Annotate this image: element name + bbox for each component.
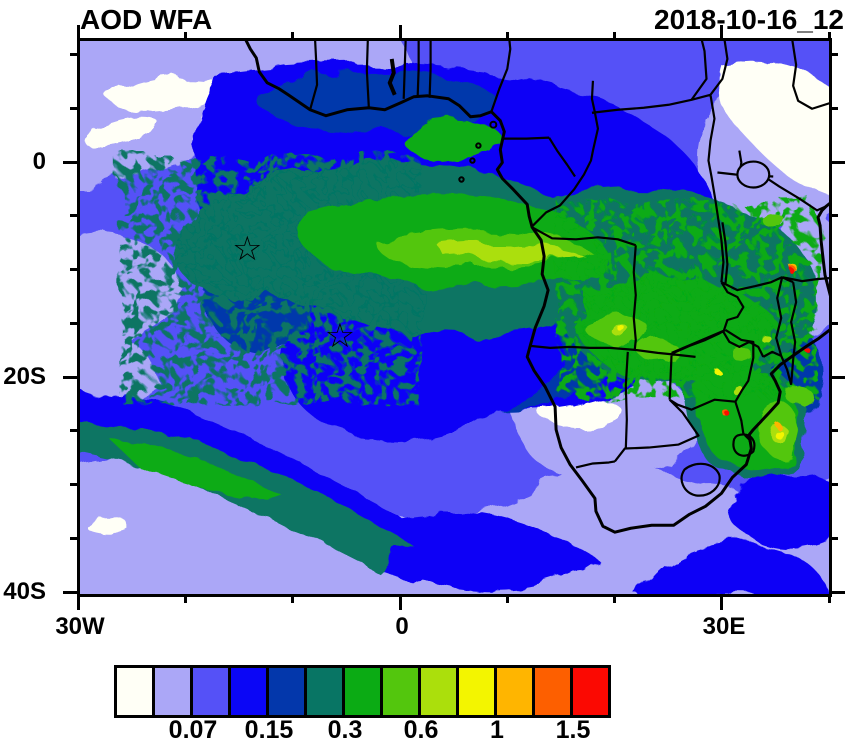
- lakes-and-islands: [387, 58, 771, 189]
- tick-mark: [830, 375, 845, 379]
- tick-mark: [830, 429, 838, 433]
- x-axis-label: 30W: [55, 613, 105, 640]
- plot-timestamp: 2018-10-16_12: [654, 4, 844, 35]
- tick-mark: [63, 375, 78, 379]
- star-marker: ☆: [232, 230, 262, 268]
- tick-mark: [70, 268, 78, 271]
- colorbar-cell: [269, 668, 307, 715]
- map-plot-area: ☆ ☆: [77, 38, 832, 597]
- colorbar-tick-label: 0.15: [244, 716, 294, 744]
- tick-mark: [76, 25, 80, 40]
- tick-mark: [183, 32, 187, 40]
- colorbar-tick-label: 0.07: [168, 716, 218, 744]
- colorbar-cell: [459, 668, 497, 715]
- tick-mark: [70, 429, 78, 433]
- colorbar-cell: [231, 668, 269, 715]
- colorbar-cell: [117, 668, 155, 715]
- tick-mark: [70, 214, 78, 218]
- tick-mark: [183, 595, 187, 603]
- colorbar-cell: [307, 668, 345, 715]
- tick-mark: [830, 268, 838, 271]
- y-axis-label: 20S: [3, 363, 46, 390]
- country-borders: [309, 41, 829, 497]
- tick-mark: [63, 590, 78, 594]
- tick-mark: [830, 590, 845, 594]
- tick-mark: [830, 321, 838, 325]
- tick-mark: [70, 321, 78, 325]
- colorbar-cell: [345, 668, 383, 715]
- tick-mark: [76, 595, 80, 610]
- colorbar-tick-label: 0.6: [403, 716, 439, 744]
- colorbar-cell: [573, 668, 608, 715]
- tick-mark: [505, 595, 509, 603]
- tick-mark: [830, 160, 845, 164]
- colorbar-tick-label: 1.5: [555, 716, 591, 744]
- tick-mark: [830, 106, 838, 110]
- star-marker: ☆: [325, 317, 355, 355]
- y-axis-label: 40S: [3, 578, 46, 605]
- tick-mark: [830, 214, 838, 218]
- tick-mark: [505, 32, 509, 40]
- tick-mark: [70, 106, 78, 110]
- tick-mark: [291, 32, 295, 40]
- aod-contour-field: ☆☆: [80, 41, 829, 594]
- x-axis-label: 30E: [702, 613, 746, 640]
- tick-mark: [613, 595, 617, 603]
- x-axis-label: 0: [395, 613, 409, 640]
- colorbar-cell: [421, 668, 459, 715]
- station-markers: ☆☆: [232, 230, 355, 355]
- aod-colorbar: [114, 665, 611, 718]
- tick-mark: [827, 32, 831, 40]
- tick-mark: [830, 483, 838, 486]
- tick-mark: [720, 25, 724, 40]
- tick-mark: [827, 595, 831, 603]
- colorbar-cell: [193, 668, 231, 715]
- tick-mark: [63, 160, 78, 164]
- tick-mark: [830, 53, 838, 56]
- colorbar-cell: [535, 668, 573, 715]
- tick-mark: [398, 25, 402, 40]
- tick-mark: [70, 483, 78, 486]
- plot-title: AOD WFA: [80, 4, 213, 35]
- colorbar-tick-label: 0.3: [327, 716, 363, 744]
- tick-mark: [70, 536, 78, 540]
- colorbar-cell: [155, 668, 193, 715]
- tick-mark: [830, 536, 838, 540]
- tick-mark: [291, 595, 295, 603]
- colorbar-cell: [383, 668, 421, 715]
- aod-field-map: ☆☆: [80, 41, 829, 594]
- y-axis-label: 0: [32, 148, 46, 175]
- tick-mark: [398, 595, 402, 610]
- tick-mark: [613, 32, 617, 40]
- colorbar-cell: [497, 668, 535, 715]
- colorbar-tick-label: 1: [490, 716, 504, 744]
- tick-mark: [70, 53, 78, 56]
- tick-mark: [720, 595, 724, 610]
